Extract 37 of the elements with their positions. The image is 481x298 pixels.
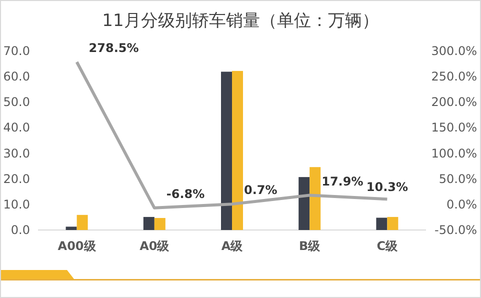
y-tick-label: 10.0 — [3, 197, 30, 212]
data-label: 0.7% — [244, 183, 278, 198]
x-tick-label: A00级 — [58, 239, 97, 253]
y2-tick-label: 0.0% — [446, 197, 477, 212]
bar — [387, 216, 398, 230]
y2-tick-label: 250.0% — [431, 70, 477, 84]
y-tick-label: 20.0 — [3, 172, 30, 186]
bar — [232, 70, 243, 230]
data-label: 17.9% — [322, 174, 364, 188]
data-label: 10.3% — [366, 180, 408, 194]
bar — [154, 218, 166, 230]
bar — [310, 167, 321, 230]
bar — [76, 214, 88, 230]
bar — [376, 218, 388, 230]
bar — [66, 226, 77, 230]
bar — [298, 177, 310, 230]
y-tick-label: 70.0 — [3, 44, 30, 58]
chart-title: 11月分级别轿车销量（单位：万辆） — [102, 11, 379, 31]
y2-tick-label: 150.0% — [431, 120, 477, 135]
y-tick-label: 60.0 — [3, 70, 30, 84]
y-tick-label: 50.0 — [3, 95, 30, 110]
y2-tick-label: 200.0% — [431, 95, 477, 110]
x-tick-label: A级 — [221, 239, 244, 253]
x-tick-label: A0级 — [140, 239, 170, 253]
y-tick-label: 30.0 — [3, 146, 30, 160]
y-tick-label: 0.0 — [10, 223, 30, 237]
y2-tick-label: 100.0% — [431, 146, 477, 160]
bar — [143, 216, 154, 230]
x-tick-label: C级 — [376, 239, 399, 253]
data-label: 278.5% — [88, 40, 139, 55]
y2-tick-label: 300.0% — [431, 44, 477, 58]
x-tick-label: B级 — [299, 239, 322, 253]
y-tick-label: 40.0 — [3, 120, 30, 135]
data-label: -6.8% — [166, 186, 205, 201]
bar — [221, 72, 232, 230]
y2-tick-label: -50.0% — [434, 223, 477, 237]
y2-tick-label: 50.0% — [438, 172, 477, 186]
